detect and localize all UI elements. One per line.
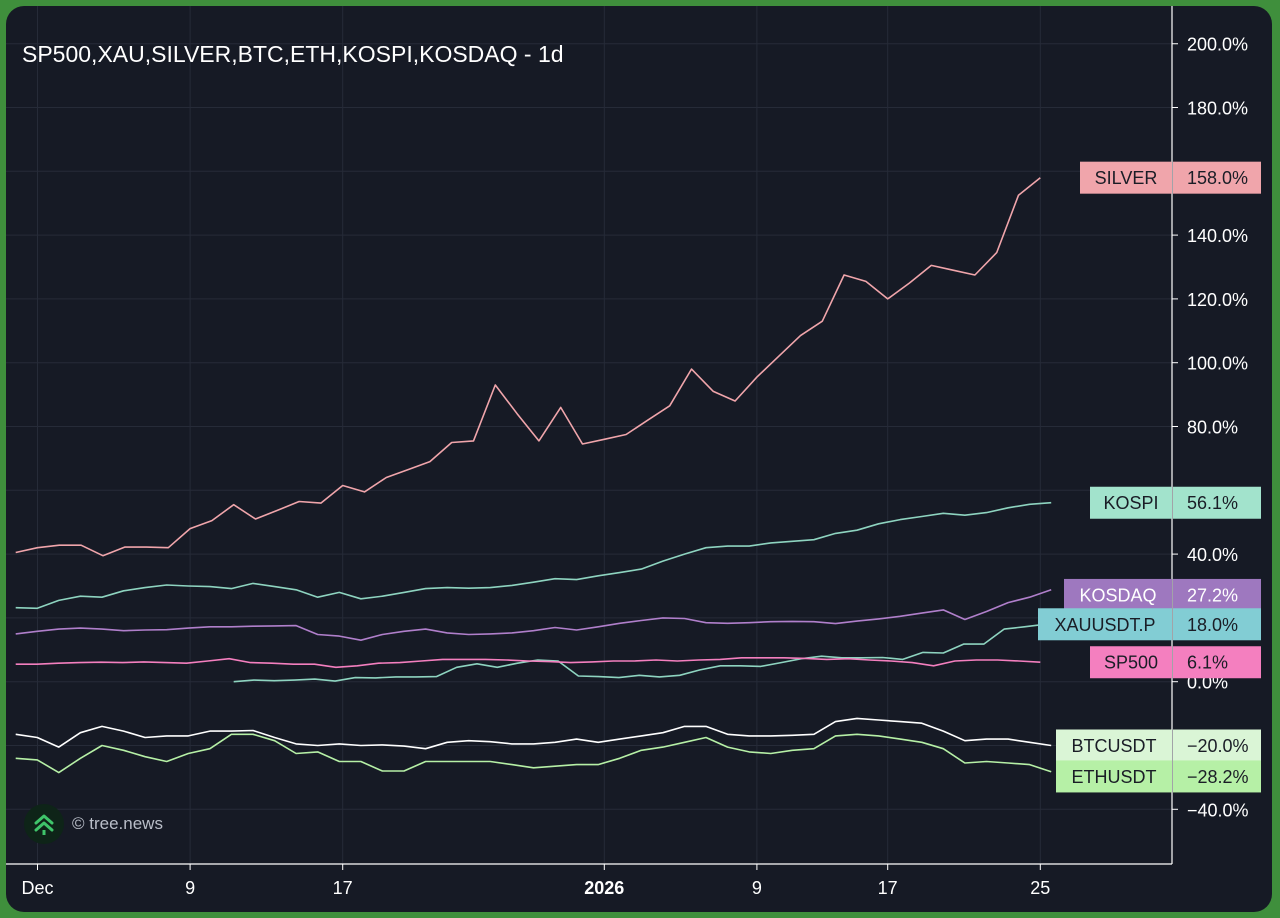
chart-panel: 200.0% 180.0% 140.0% 120.0% 100.0% 80.0% 40.0%… xyxy=(6,6,1272,912)
x-tick-label: 17 xyxy=(333,878,353,898)
series-tag-value: 6.1% xyxy=(1187,653,1228,673)
tag-layer: SILVER 158.0% KOSPI 56.1% KOSDAQ 27.2% XAUUSDT… xyxy=(1038,161,1261,793)
series-tag-label: SP500 xyxy=(1104,653,1158,673)
value-tag-kospi xyxy=(1173,486,1261,519)
series-tag-value: 158.0% xyxy=(1187,168,1248,188)
series-line-xauusdt-p xyxy=(233,623,1045,683)
series-line-btcusdt xyxy=(15,717,1052,750)
grid-layer xyxy=(6,6,1172,864)
chart-title: SP500,XAU,SILVER,BTC,ETH,KOSPI,KOSDAQ - … xyxy=(22,41,564,67)
series-line-silver xyxy=(15,177,1041,557)
watermark: © tree.news xyxy=(24,804,163,844)
series-line-ethusdt xyxy=(15,733,1052,774)
series-tag-label: ETHUSDT xyxy=(1072,767,1157,787)
x-tick-label: 2026 xyxy=(584,878,624,898)
value-tag-kosdaq xyxy=(1173,578,1261,611)
value-tag-silver xyxy=(1173,161,1261,194)
series-line-sp500 xyxy=(15,656,1041,669)
series-tag-value: −28.2% xyxy=(1187,767,1249,787)
series-layer xyxy=(15,177,1052,774)
x-tick-label: Dec xyxy=(21,878,53,898)
x-tick-label: 17 xyxy=(878,878,898,898)
series-tag-label: SILVER xyxy=(1095,168,1158,188)
value-tag-ethusdt xyxy=(1173,760,1261,793)
y-tick-label: 140.0% xyxy=(1187,226,1248,246)
series-tag-value: 56.1% xyxy=(1187,493,1238,513)
series-tag-label: BTCUSDT xyxy=(1072,736,1157,756)
x-tick-label: 9 xyxy=(752,878,762,898)
series-tag-ethusdt xyxy=(1056,760,1172,793)
axis-layer: 200.0% 180.0% 140.0% 120.0% 100.0% 80.0% 40.0%… xyxy=(6,6,1249,898)
watermark-text: © tree.news xyxy=(72,814,163,833)
y-tick-label: 200.0% xyxy=(1187,35,1248,55)
series-tag-kosdaq xyxy=(1064,578,1172,611)
tree-news-logo-icon xyxy=(24,804,64,844)
series-tag-label: XAUUSDT.P xyxy=(1054,615,1155,635)
series-tag-value: 18.0% xyxy=(1187,615,1238,635)
series-tag-xauusdt-p xyxy=(1038,608,1172,641)
x-tick-label: 25 xyxy=(1030,878,1050,898)
y-tick-label: 40.0% xyxy=(1187,545,1238,565)
series-tag-btcusdt xyxy=(1056,729,1172,762)
y-tick-label: 100.0% xyxy=(1187,354,1248,374)
series-tag-label: KOSPI xyxy=(1103,493,1158,513)
series-tag-label: KOSDAQ xyxy=(1079,585,1156,605)
series-tag-sp500 xyxy=(1090,646,1172,679)
value-tag-sp500 xyxy=(1173,646,1261,679)
y-tick-label: −40.0% xyxy=(1187,800,1249,820)
y-tick-label: 80.0% xyxy=(1187,418,1238,438)
series-line-kosdaq xyxy=(15,589,1052,642)
series-line-kospi xyxy=(15,501,1052,610)
series-tag-value: −20.0% xyxy=(1187,736,1249,756)
y-tick-label: 180.0% xyxy=(1187,99,1248,119)
x-tick-label: 9 xyxy=(185,878,195,898)
series-tag-silver xyxy=(1080,161,1172,194)
series-tag-value: 27.2% xyxy=(1187,585,1238,605)
value-tag-btcusdt xyxy=(1173,729,1261,762)
y-tick-label: 120.0% xyxy=(1187,290,1248,310)
value-tag-xauusdt-p xyxy=(1173,608,1261,641)
series-tag-kospi xyxy=(1090,486,1172,519)
chart-canvas[interactable]: 200.0% 180.0% 140.0% 120.0% 100.0% 80.0% 40.0%… xyxy=(6,6,1272,912)
